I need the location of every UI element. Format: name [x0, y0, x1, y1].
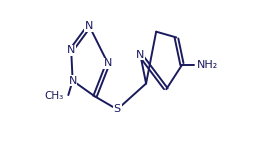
Text: CH₃: CH₃ — [44, 91, 63, 102]
Text: N: N — [85, 21, 93, 31]
Text: N: N — [67, 45, 75, 55]
Text: N: N — [69, 76, 77, 86]
Text: N: N — [136, 50, 144, 60]
Text: N: N — [104, 58, 112, 68]
Text: NH₂: NH₂ — [197, 60, 218, 70]
Text: S: S — [114, 104, 121, 114]
